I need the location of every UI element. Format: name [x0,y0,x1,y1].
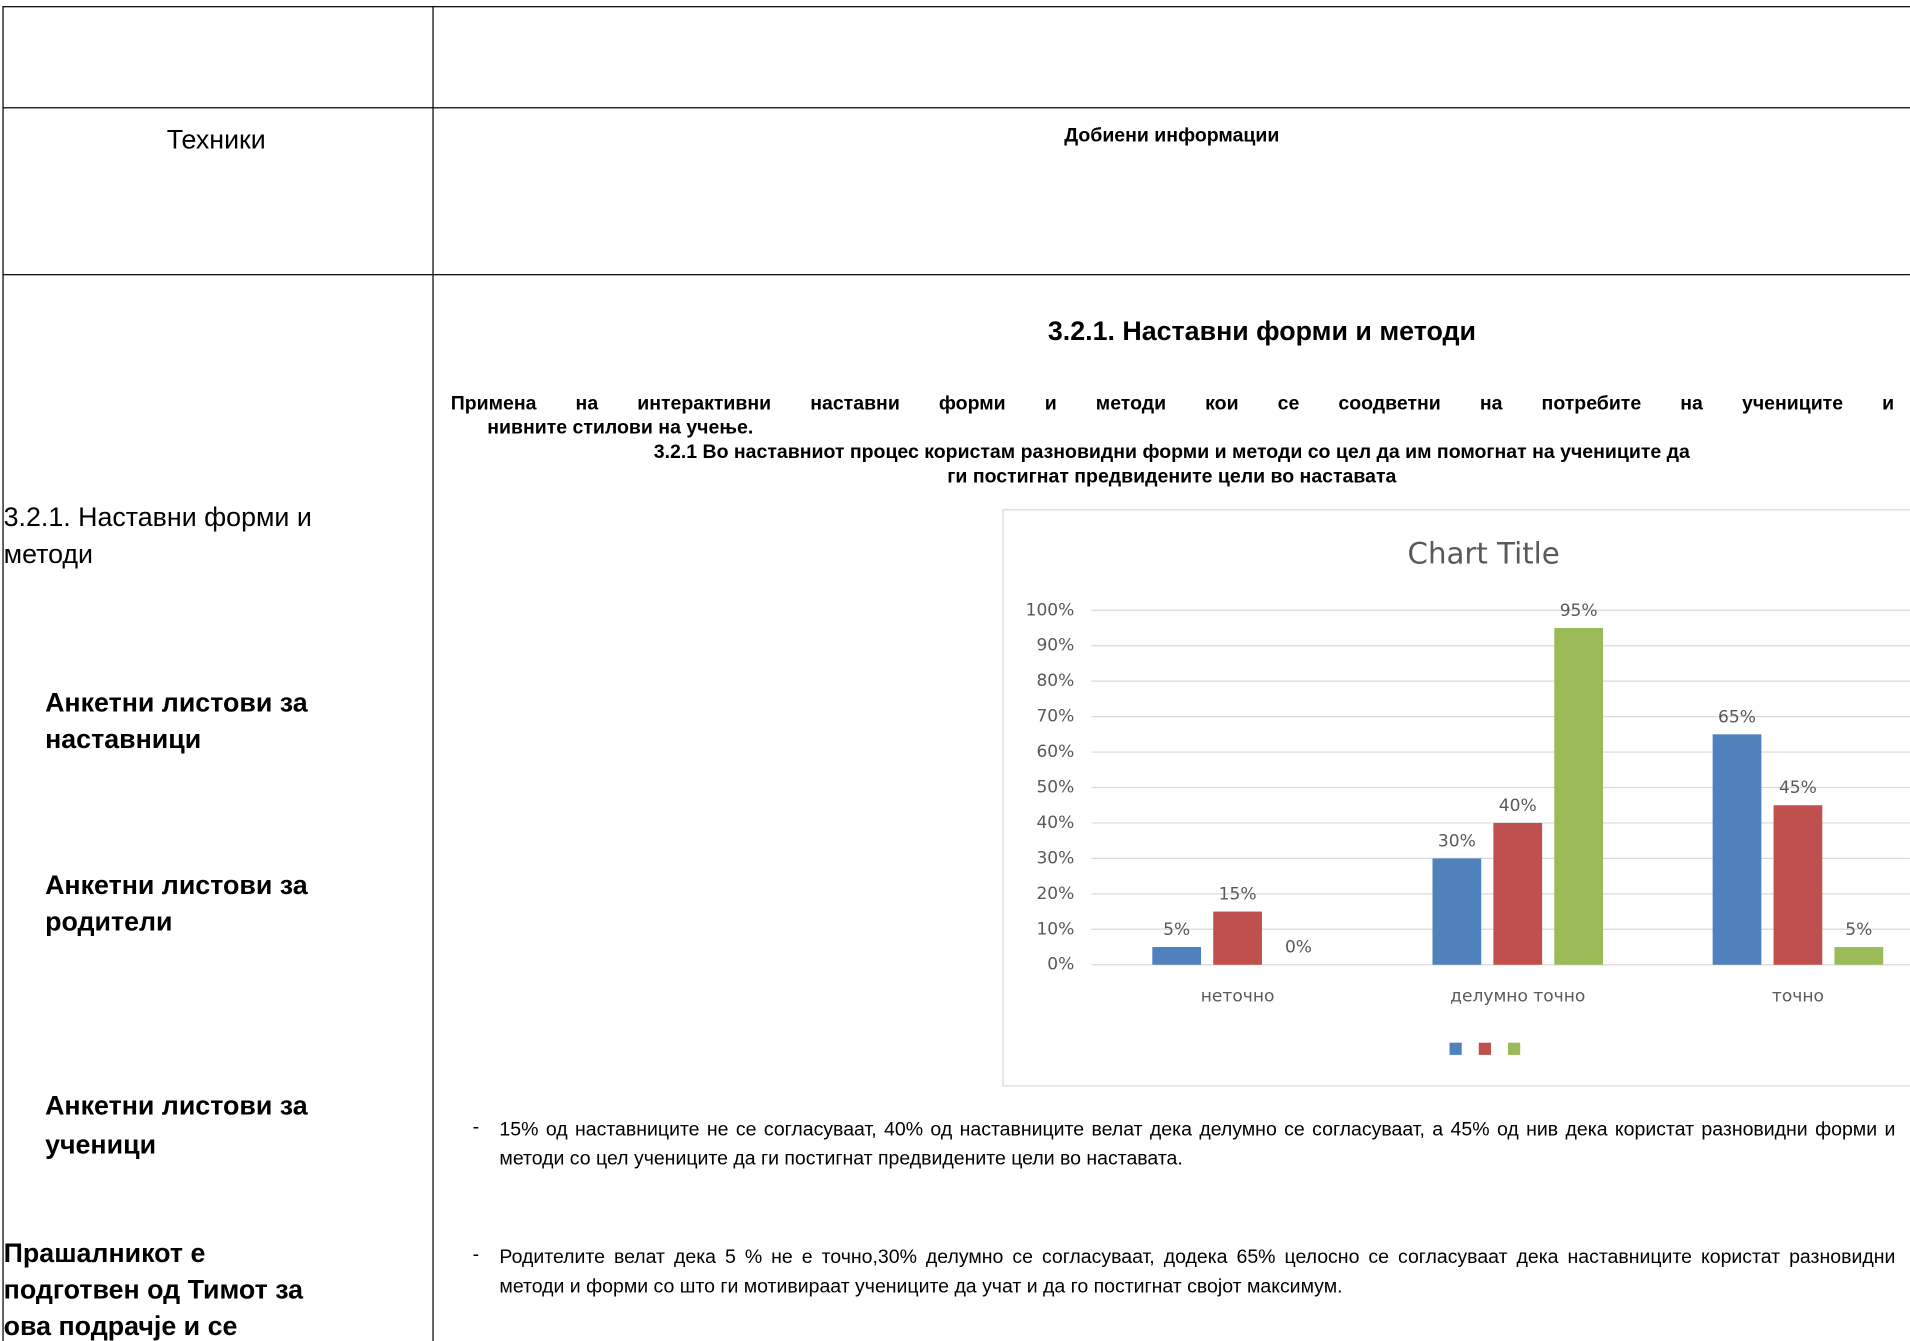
x-tick-label: делумно точно [1450,986,1585,1006]
left-text: Анкетни листови за [45,687,308,718]
legend-swatch [1508,1042,1521,1055]
left-text: ова подрачје и се [3,1310,238,1341]
left-text: Анкетни листови за [45,869,308,901]
x-tick-label: неточно [1201,986,1275,1006]
y-tick-label: 70% [1036,707,1074,727]
chart-title: Chart Title [1408,536,1560,570]
bar [1432,858,1482,965]
bar [1773,805,1823,965]
legend-swatch [1449,1042,1462,1055]
left-text: подготвен од Тимот за [3,1274,304,1305]
y-tick-label: 80% [1036,671,1074,691]
y-tick-label: 0% [1047,955,1074,975]
header-left: Техники [166,124,266,155]
data-label: 65% [1718,707,1756,727]
y-tick-label: 40% [1036,813,1074,833]
chart: Chart Title 0% 10% 20% 30% 40% 50% 60% 70% 80% 90%… [1026,536,1910,1055]
bar [1712,734,1762,965]
y-tick-label: 20% [1036,884,1074,904]
y-tick-label: 90% [1036,636,1074,656]
table-border [2,6,1910,8]
table-border [432,6,434,1341]
data-label: 45% [1779,778,1817,798]
data-label: 95% [1560,601,1598,621]
bullet-text: Родителите велат дека 5 % не е точно,30%… [499,1247,1896,1297]
heading: 3.2.1. Наставни форми и методи [1047,315,1476,346]
bar [1152,947,1202,965]
y-tick-label: 10% [1036,919,1074,939]
header-right: Добиени информации [1064,125,1280,147]
data-label: 5% [1845,920,1872,940]
bar [1834,947,1884,965]
bullet-marker: - [472,1116,480,1138]
data-label: 30% [1438,831,1476,851]
left-text: Анкетни листови за [45,1090,308,1121]
x-tick-label: точно [1772,986,1824,1006]
bar [1493,822,1543,965]
intro: Примена на интерактивни наставни форми и… [450,393,1895,415]
left-text: наставници [45,723,202,755]
bullet-marker: - [472,1244,480,1266]
question: 3.2.1 Во наставниот процес користам разн… [653,442,1690,463]
data-label: 40% [1499,796,1537,816]
legend-swatch [1478,1042,1491,1055]
intro: нивните стилови на учење. [487,417,754,439]
y-tick-label: 50% [1036,778,1074,798]
table-border [2,6,4,1341]
left-text: Прашалникот е [3,1237,206,1269]
bar [1213,911,1262,965]
bar [1554,627,1604,965]
bullet-text: 15% од наставниците не се согласуваат, 4… [499,1119,1896,1169]
left-text: родители [45,906,173,937]
table-border [2,274,1910,276]
question: ги постигнат предвидените цели во настав… [947,466,1397,488]
table-border [2,107,1910,109]
left-text: ученици [45,1129,157,1160]
data-label: 0% [1285,938,1312,958]
y-tick-label: 100% [1026,600,1075,620]
data-label: 5% [1163,920,1190,940]
y-tick-label: 60% [1036,742,1074,762]
left-text: методи [3,538,93,569]
data-label: 15% [1219,885,1257,905]
left-text: 3.2.1. Наставни форми и [3,501,312,533]
chart-frame: Chart Title 0% 10% 20% 30% 40% 50% 60% 70% 80% 90%… [1002,509,1910,1087]
y-tick-label: 30% [1036,848,1074,868]
